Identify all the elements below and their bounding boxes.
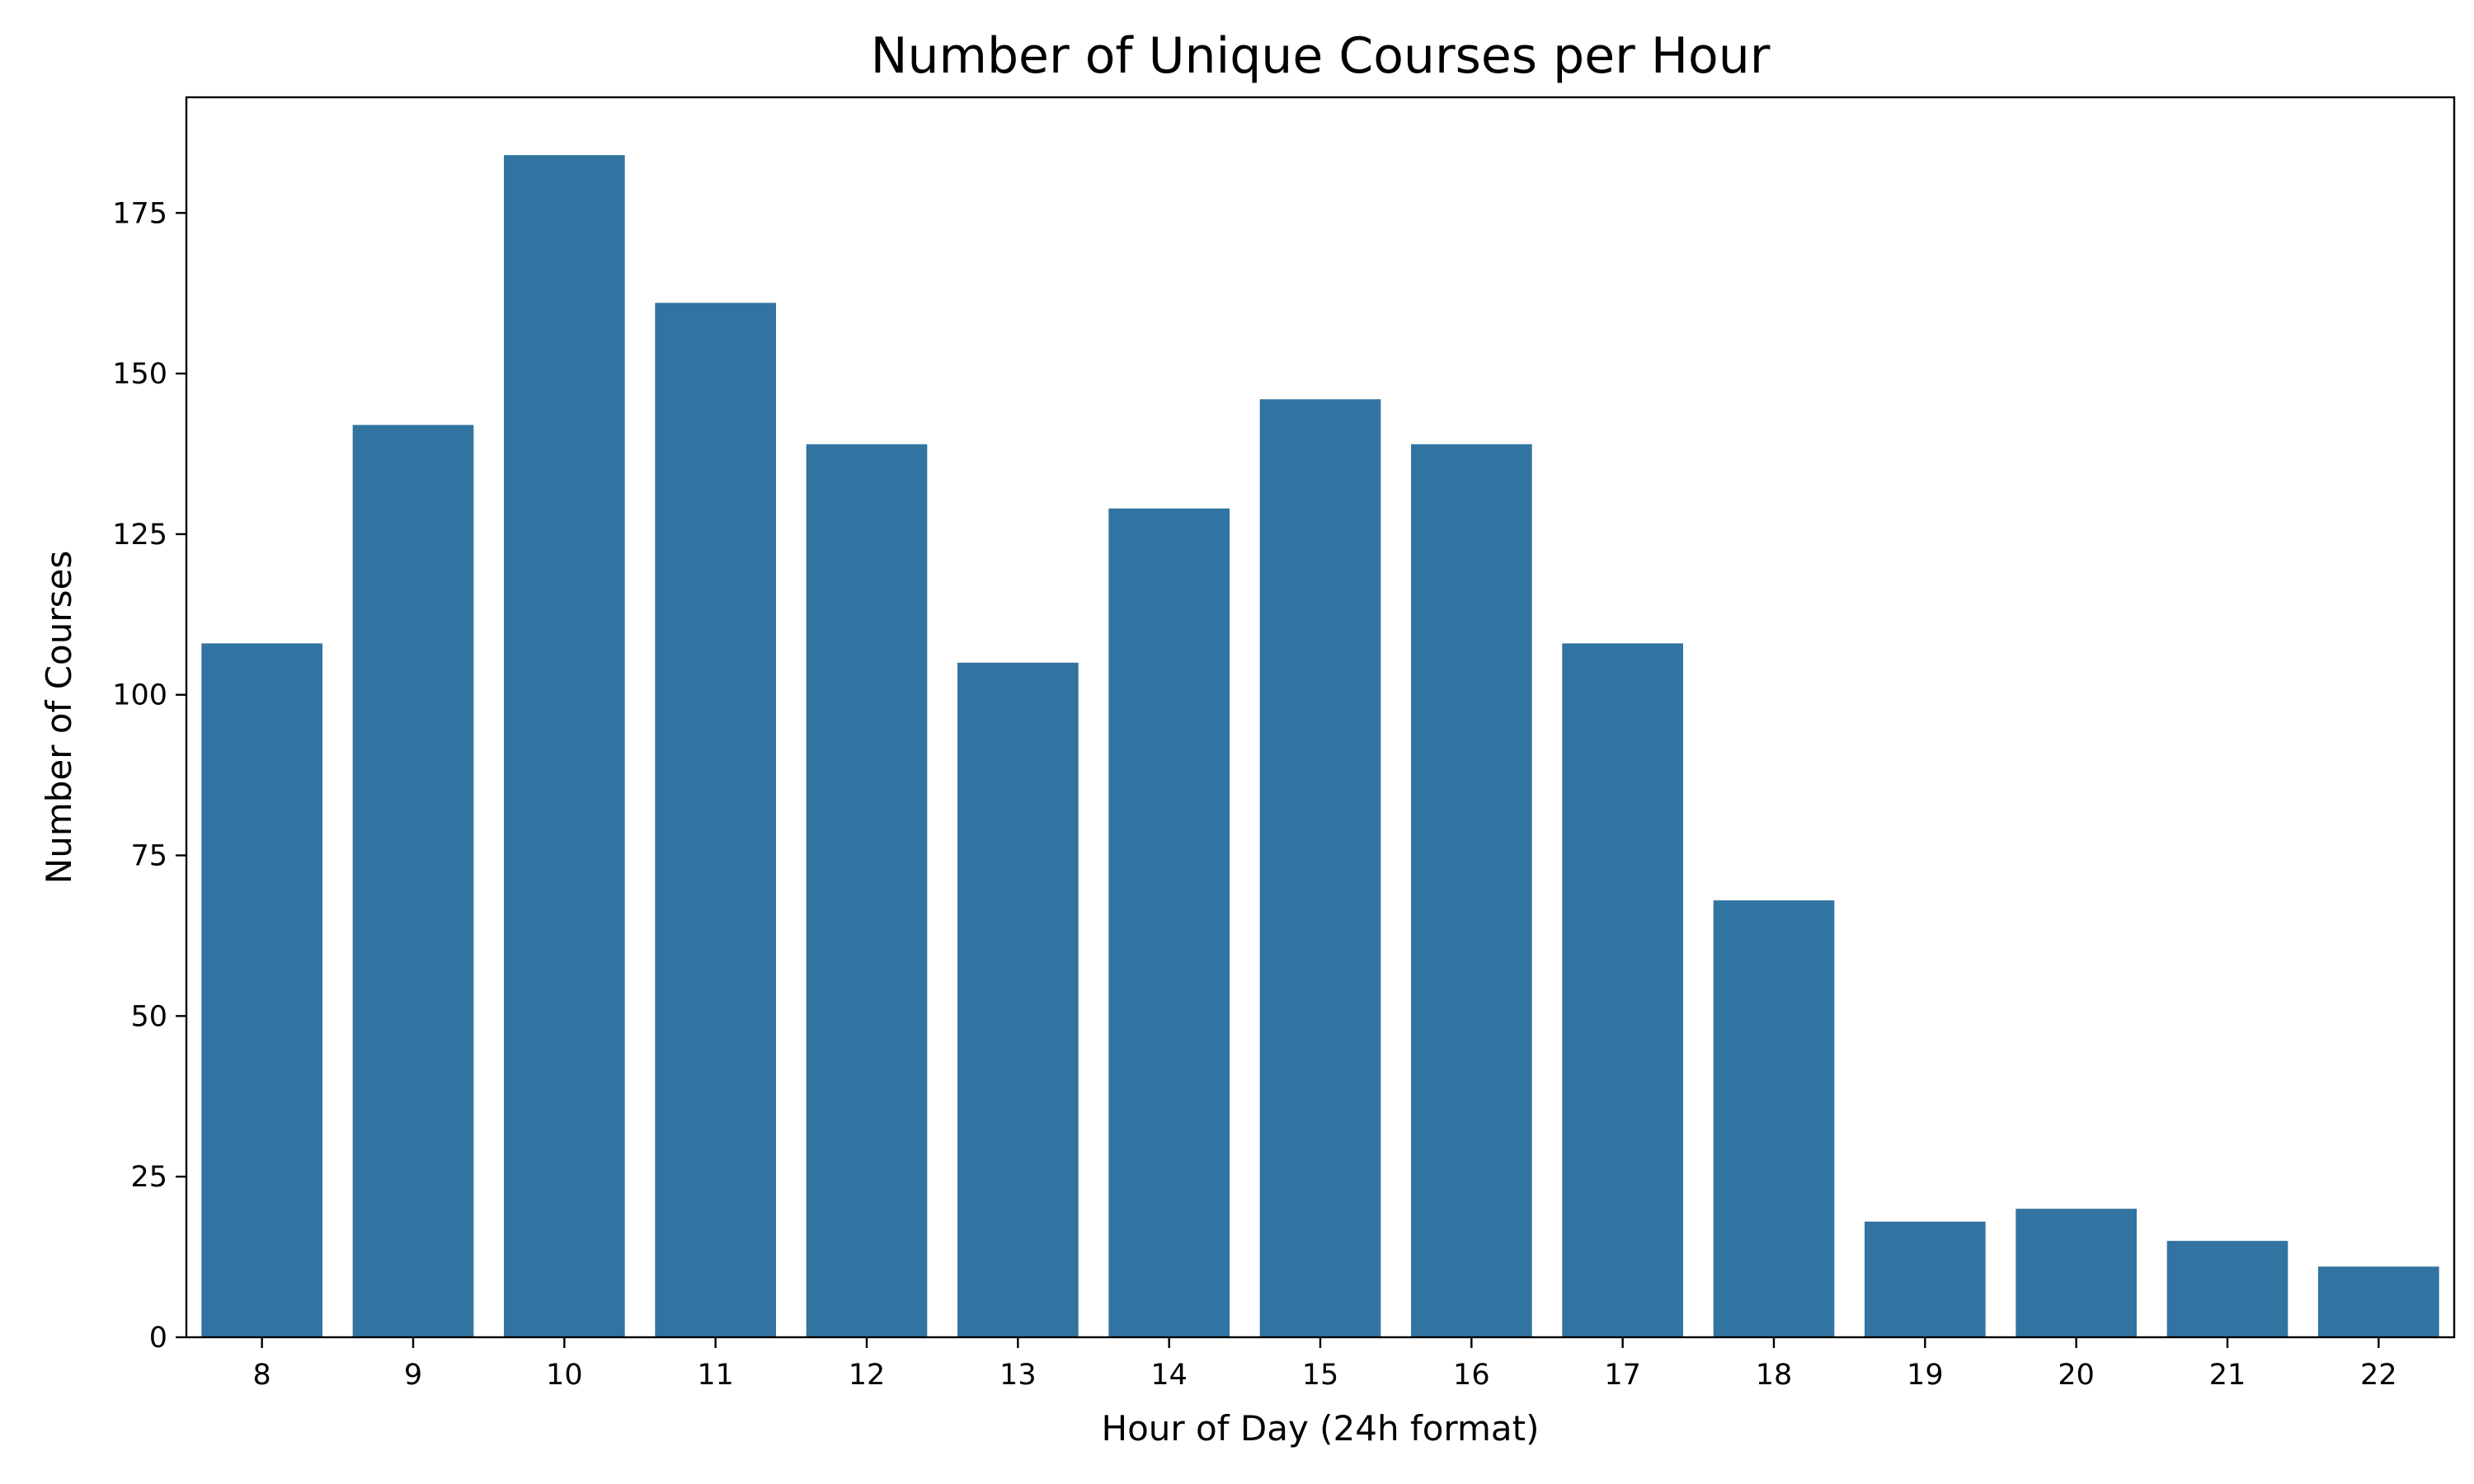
bar-20 [2015,1209,2137,1337]
x-tick-label: 10 [546,1359,583,1392]
x-tick-label: 21 [2209,1359,2246,1392]
x-tick-label: 18 [1756,1359,1793,1392]
x-tick-label: 15 [1302,1359,1339,1392]
bar-8 [201,643,322,1337]
x-tick-label: 17 [1604,1359,1641,1392]
x-tick-label: 16 [1453,1359,1490,1392]
bar-12 [806,444,928,1337]
x-tick-label: 14 [1150,1359,1188,1392]
y-tick-label: 125 [112,519,167,552]
bar-15 [1259,399,1381,1338]
chart-title: Number of Unique Courses per Hour [871,27,1771,85]
y-tick-label: 25 [130,1161,167,1194]
bar-18 [1713,900,1835,1337]
bar-16 [1411,444,1532,1337]
y-tick-label: 0 [149,1322,167,1355]
x-tick-label: 11 [697,1359,734,1392]
x-tick-label: 8 [253,1359,271,1392]
y-tick-label: 50 [130,1000,167,1033]
bar-10 [504,155,625,1337]
y-tick-label: 100 [112,679,167,712]
x-tick-label: 9 [404,1359,422,1392]
y-axis: 0 25 50 75 100 125 150 175 [112,197,186,1355]
x-tick-label: 20 [2058,1359,2095,1392]
bar-14 [1108,508,1230,1337]
y-axis-title: Number of Courses [39,551,79,884]
bar-13 [957,662,1079,1337]
x-tick-label: 13 [999,1359,1037,1392]
x-tick-label: 22 [2360,1359,2397,1392]
x-axis: 8 9 10 11 12 13 14 15 16 17 18 19 20 21 22 [253,1337,2397,1392]
x-tick-label: 19 [1907,1359,1944,1392]
x-axis-title: Hour of Day (24h format) [1102,1408,1540,1449]
plot-frame [185,96,2456,1339]
bar-22 [2318,1266,2439,1337]
x-tick-label: 12 [849,1359,886,1392]
y-tick-label: 150 [112,358,167,391]
y-tick-label: 175 [112,197,167,230]
bar-17 [1562,643,1683,1337]
bar-19 [1865,1221,1986,1337]
bar-21 [2166,1241,2288,1337]
bar-9 [352,425,474,1337]
bar-11 [655,303,776,1337]
bars-group [201,155,2439,1338]
y-tick-label: 75 [130,840,167,873]
